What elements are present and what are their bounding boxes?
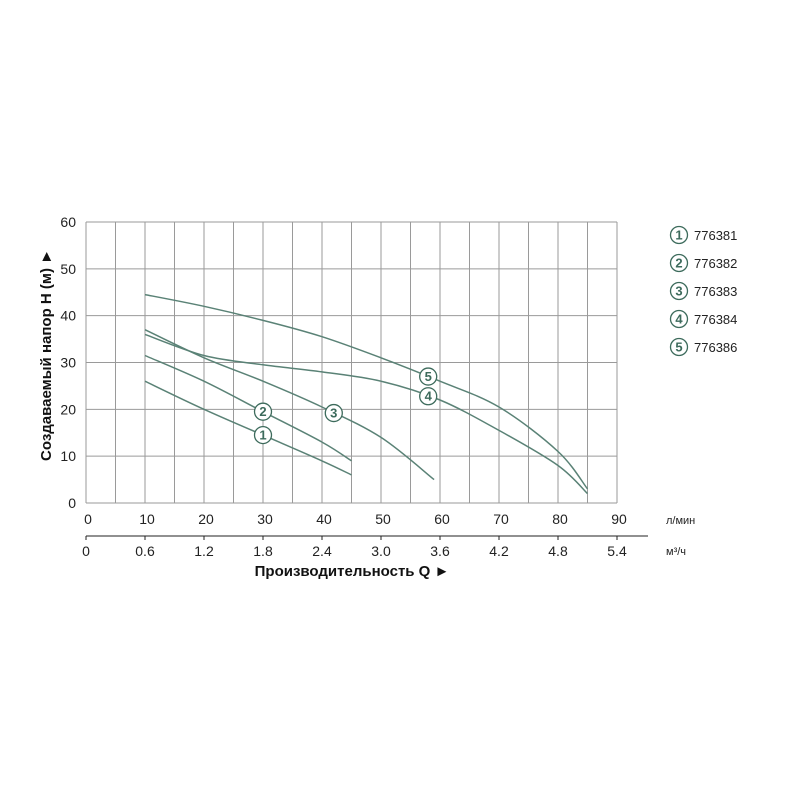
legend-number: 5 [675, 340, 682, 355]
y-tick-label: 60 [60, 214, 76, 230]
legend-number: 4 [675, 312, 683, 327]
legend-badge [669, 309, 689, 329]
curves: 1 2 3 4 5 [144, 293, 589, 495]
grid [85, 221, 618, 504]
x2-axis-ticks: 0 0.6 1.2 1.8 2.4 3.0 3.6 4.2 4.8 5.4 [82, 536, 627, 559]
x2-tick-label: 4.8 [548, 543, 568, 559]
x-tick-label: 70 [493, 511, 509, 527]
legend-badge [669, 281, 689, 301]
curve-label-number: 4 [425, 389, 433, 404]
legend-number: 1 [675, 228, 682, 243]
y-tick-label: 10 [60, 448, 76, 464]
curve-label-number: 3 [330, 406, 337, 421]
x2-tick-label: 1.8 [253, 543, 273, 559]
x-tick-label: 0 [84, 511, 92, 527]
y-tick-label: 50 [60, 261, 76, 277]
x-axis-unit: л/мин [666, 515, 695, 527]
curve-label-number: 2 [259, 404, 266, 419]
curve-1 [144, 380, 352, 476]
x2-tick-label: 3.6 [430, 543, 450, 559]
legend-label: 776382 [694, 256, 737, 271]
curve-label-badge [324, 403, 343, 423]
y-tick-label: 20 [60, 401, 76, 417]
x2-axis-unit: м³/ч [666, 546, 686, 558]
x-tick-label: 60 [434, 511, 450, 527]
legend-label: 776386 [694, 340, 737, 355]
legend-label: 776384 [694, 312, 737, 327]
x-tick-label: 10 [139, 511, 155, 527]
legend-badge [669, 225, 689, 245]
legend-label: 776383 [694, 284, 737, 299]
x-axis-ticks: 0 10 20 30 40 50 60 70 80 90 [84, 511, 627, 527]
x-tick-label: 40 [316, 511, 332, 527]
y-axis-title: Создаваемый напор H (м) ► [38, 249, 55, 461]
x-tick-label: 50 [375, 511, 391, 527]
curve-label-number: 1 [259, 428, 266, 443]
x2-tick-label: 0.6 [135, 543, 155, 559]
curve-label-number: 5 [425, 369, 432, 384]
x2-tick-label: 5.4 [607, 543, 627, 559]
x2-tick-label: 3.0 [371, 543, 391, 559]
curve-3 [144, 329, 435, 481]
x2-tick-label: 1.2 [194, 543, 214, 559]
curve-label-badge [253, 402, 273, 421]
y-tick-label: 30 [60, 355, 76, 371]
curve-label-badge [253, 425, 273, 445]
x2-tick-label: 4.2 [489, 543, 509, 559]
legend-badge [669, 337, 689, 357]
legend: 1 776381 2 776382 3 776383 4 776384 5 776386 [669, 225, 737, 357]
legend-number: 2 [675, 256, 682, 271]
y-tick-label: 0 [68, 495, 76, 511]
x-tick-label: 30 [257, 511, 273, 527]
x-tick-label: 80 [552, 511, 568, 527]
legend-label: 776381 [694, 228, 737, 243]
curve-5 [144, 293, 589, 490]
x-axis-title: Производительность Q ► [255, 563, 450, 580]
curve-label-badge [419, 387, 438, 406]
legend-number: 3 [675, 284, 682, 299]
x2-tick-label: 0 [82, 543, 90, 559]
y-axis-ticks: 0 10 20 30 40 50 60 [60, 214, 76, 511]
legend-badge [669, 253, 689, 273]
x2-tick-label: 2.4 [312, 543, 332, 559]
y-tick-label: 40 [60, 308, 76, 324]
curve-4 [144, 333, 589, 495]
x-tick-label: 90 [611, 511, 627, 527]
curve-label-badge [419, 367, 438, 386]
x-tick-label: 20 [198, 511, 214, 527]
